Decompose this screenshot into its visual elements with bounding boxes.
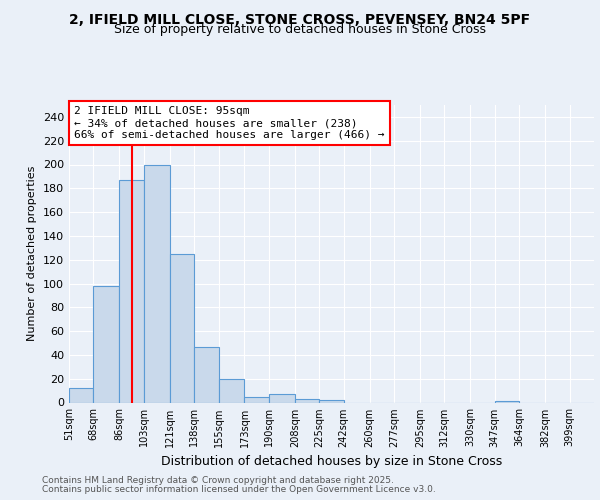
Bar [295, 399, 319, 402]
Text: 2 IFIELD MILL CLOSE: 95sqm
← 34% of detached houses are smaller (238)
66% of sem: 2 IFIELD MILL CLOSE: 95sqm ← 34% of deta… [74, 106, 385, 140]
Bar [269, 394, 295, 402]
Text: Contains public sector information licensed under the Open Government Licence v3: Contains public sector information licen… [42, 485, 436, 494]
X-axis label: Distribution of detached houses by size in Stone Cross: Distribution of detached houses by size … [161, 455, 502, 468]
Text: Size of property relative to detached houses in Stone Cross: Size of property relative to detached ho… [114, 22, 486, 36]
Bar [319, 400, 344, 402]
Y-axis label: Number of detached properties: Number of detached properties [28, 166, 37, 342]
Bar [144, 164, 170, 402]
Text: Contains HM Land Registry data © Crown copyright and database right 2025.: Contains HM Land Registry data © Crown c… [42, 476, 394, 485]
Text: 2, IFIELD MILL CLOSE, STONE CROSS, PEVENSEY, BN24 5PF: 2, IFIELD MILL CLOSE, STONE CROSS, PEVEN… [70, 12, 530, 26]
Bar [119, 180, 144, 402]
Bar [170, 254, 194, 402]
Bar [194, 346, 218, 403]
Bar [244, 396, 269, 402]
Bar [94, 286, 119, 403]
Bar [218, 378, 244, 402]
Bar [69, 388, 94, 402]
